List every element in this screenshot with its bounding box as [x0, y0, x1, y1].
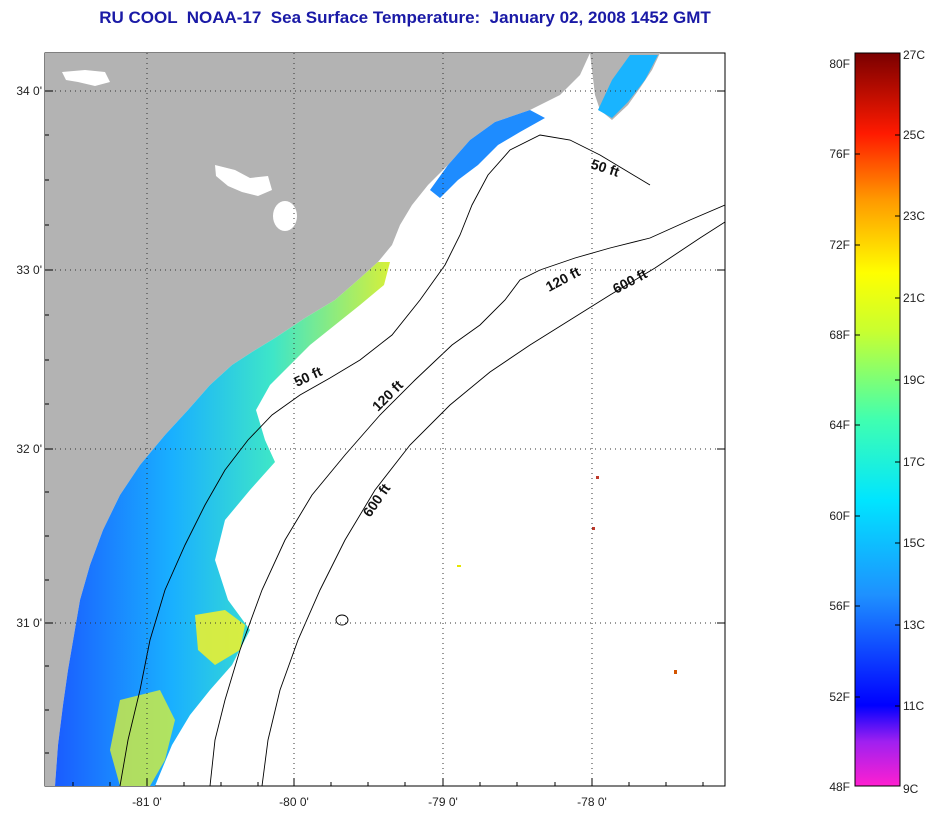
lon-label: -80 0'	[279, 795, 309, 809]
colorbar-c-label: 15C	[903, 536, 925, 550]
lon-label: -78 0'	[577, 795, 607, 809]
contour-120ft	[209, 204, 725, 786]
colorbar-f-label: 48F	[829, 780, 850, 794]
axis-ticks	[45, 90, 725, 786]
colorbar	[854, 52, 901, 787]
colorbar-c-label: 19C	[903, 373, 925, 387]
colorbar-c-label: 9C	[903, 782, 919, 796]
colorbar-c-label: 21C	[903, 291, 925, 305]
sst-speck	[592, 527, 595, 530]
lon-label: -81 0'	[132, 795, 162, 809]
sst-warm-patch	[195, 610, 245, 665]
lat-label: 33 0'	[16, 263, 42, 277]
sst-coverage-ne	[598, 55, 658, 118]
colorbar-f-label: 76F	[829, 147, 850, 161]
colorbar-c-label: 27C	[903, 48, 925, 62]
sst-coverage	[55, 262, 390, 786]
sst-warm-patch	[110, 690, 175, 786]
map-title: RU COOL NOAA-17 Sea Surface Temperature:…	[99, 8, 711, 27]
lon-label: -79 0'	[428, 795, 458, 809]
colorbar-f-label: 56F	[829, 599, 850, 613]
colorbar-f-label: 64F	[829, 418, 850, 432]
contour-50ft	[119, 134, 651, 786]
colorbar-c-label: 23C	[903, 209, 925, 223]
contour-600ft	[261, 221, 725, 786]
lat-label: 31 0'	[16, 616, 42, 630]
colorbar-c-label: 17C	[903, 455, 925, 469]
lat-label: 32 0'	[16, 442, 42, 456]
colorbar-f-label: 52F	[829, 690, 850, 704]
lake	[62, 70, 110, 86]
colorbar-c-label: 13C	[903, 618, 925, 632]
colorbar-f-label: 80F	[829, 57, 850, 71]
lat-label: 34 0'	[16, 84, 42, 98]
sst-speck	[674, 670, 677, 674]
land-mass	[45, 53, 590, 786]
colorbar-c-label: 11C	[903, 699, 924, 713]
colorbar-c-label: 25C	[903, 128, 925, 142]
sst-speck	[457, 565, 461, 567]
colorbar-f-label: 60F	[829, 509, 850, 523]
contour-loop	[335, 614, 349, 626]
sst-speck	[596, 476, 599, 479]
colorbar-f-label: 72F	[829, 238, 850, 252]
sst-coverage-north	[430, 110, 545, 198]
lake	[215, 165, 272, 196]
colorbar-f-label: 68F	[829, 328, 850, 342]
lake	[273, 201, 297, 231]
graticule	[45, 53, 725, 786]
colorbar-ticks	[855, 52, 900, 787]
